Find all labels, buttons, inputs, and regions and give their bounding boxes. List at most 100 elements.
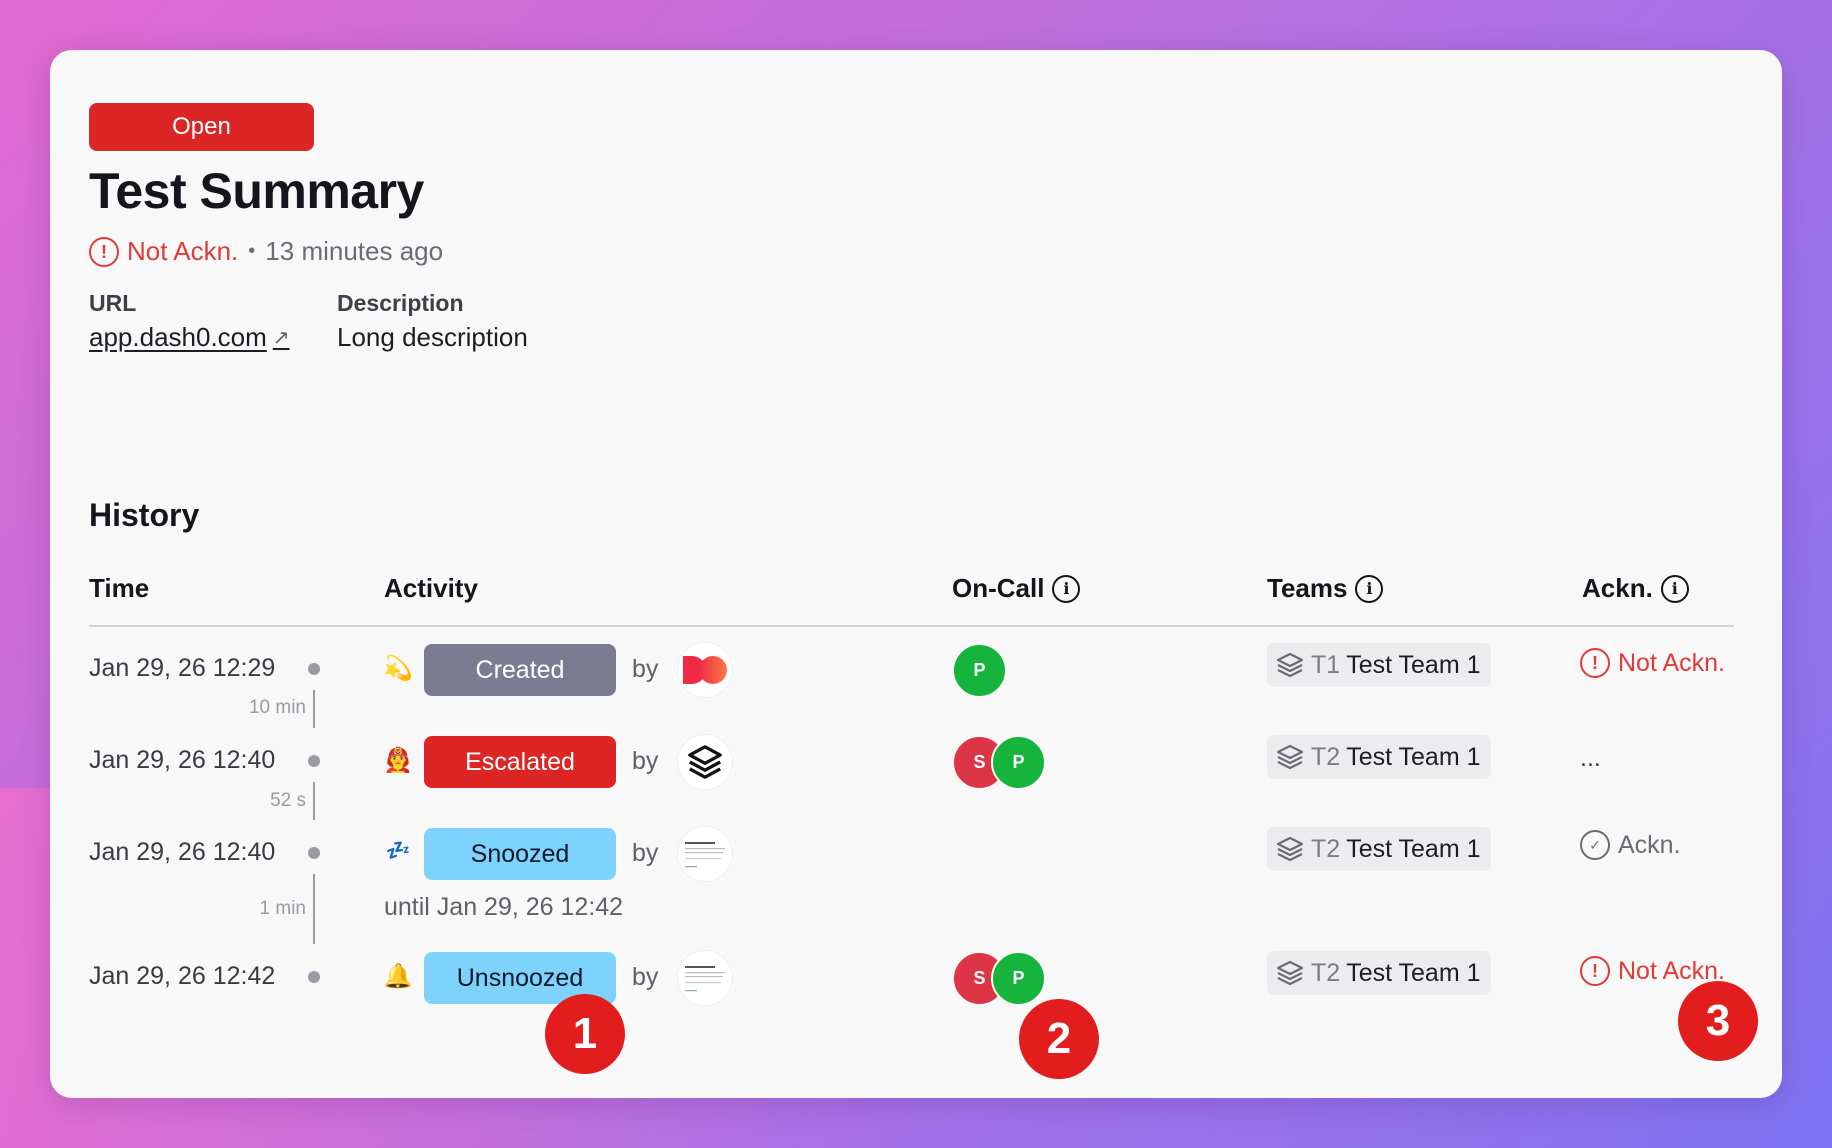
- timeline-line: [313, 874, 315, 944]
- ack-cell: ...: [1580, 744, 1601, 773]
- avatar-initial: P: [1012, 968, 1025, 988]
- by-label: by: [632, 655, 659, 683]
- layers-logo-avatar: [678, 735, 732, 789]
- external-link-icon: ↗: [272, 327, 290, 349]
- avatar[interactable]: P: [952, 643, 1007, 698]
- timeline-dot: [308, 971, 320, 983]
- timeline-line: [313, 690, 315, 728]
- annotation-marker-2: 2: [1019, 999, 1099, 1079]
- column-ackn-label: Ackn.: [1582, 573, 1653, 603]
- ack-cell: ✓ Ackn.: [1580, 830, 1681, 860]
- status-badge: Open: [89, 103, 314, 151]
- dash0-logo-icon: [683, 656, 727, 684]
- avatar-initial: S: [973, 752, 986, 772]
- snooze-until: until Jan 29, 26 12:42: [384, 893, 624, 921]
- check-circle-icon: ✓: [1580, 830, 1610, 860]
- dash0-logo-avatar: [678, 643, 732, 697]
- escalated-emoji-icon: 👨‍🚒: [383, 747, 413, 774]
- document-thumbnail-icon: [685, 966, 725, 992]
- alert-circle-icon: !: [1580, 648, 1610, 678]
- column-activity-label: Activity: [384, 573, 478, 603]
- row-time: Jan 29, 26 12:29: [89, 654, 276, 682]
- column-on-call: On-Call i: [952, 573, 1081, 604]
- column-ackn: Ackn. i: [1582, 573, 1689, 604]
- column-on-call-label: On-Call: [952, 573, 1045, 603]
- column-teams: Teams i: [1267, 573, 1384, 604]
- description-value: Long description: [337, 322, 528, 352]
- row-duration: 10 min: [248, 697, 306, 718]
- ack-cell: ! Not Ackn.: [1580, 956, 1725, 986]
- separator-dot: •: [248, 240, 256, 262]
- alert-circle-icon: !: [89, 236, 119, 267]
- team-stack-icon: [1276, 960, 1304, 986]
- user-thumbnail-avatar: [678, 951, 732, 1005]
- timeline-dot: [308, 755, 320, 767]
- column-activity: Activity: [384, 573, 478, 604]
- history-title: History: [89, 497, 200, 533]
- row-duration: 1 min: [259, 898, 306, 919]
- incident-subline: ! Not Ackn. • 13 minutes ago: [89, 236, 443, 267]
- team-stack-icon: [1276, 744, 1304, 770]
- by-label: by: [632, 747, 659, 775]
- team-name: Test Team 1: [1346, 958, 1481, 987]
- avatar[interactable]: P: [991, 735, 1046, 790]
- ack-text: Not Ackn.: [1618, 956, 1725, 985]
- team-stack-icon: [1276, 836, 1304, 862]
- snooze-emoji-icon: 💤: [385, 840, 411, 862]
- created-emoji-icon: 💫: [383, 655, 413, 682]
- timeline-dot: [308, 663, 320, 675]
- info-icon[interactable]: i: [1660, 574, 1689, 603]
- by-label: by: [632, 839, 659, 867]
- team-chip[interactable]: T2 Test Team 1: [1267, 827, 1491, 871]
- info-icon[interactable]: i: [1052, 574, 1081, 603]
- row-duration: 52 s: [270, 790, 306, 811]
- url-link[interactable]: app.dash0.com ↗: [89, 322, 290, 353]
- timeline-dot: [308, 847, 320, 859]
- column-time-label: Time: [89, 573, 150, 603]
- url-link-text[interactable]: app.dash0.com: [89, 322, 267, 352]
- alert-circle-icon: !: [1580, 956, 1610, 986]
- ack-status-text: Not Ackn.: [127, 236, 239, 266]
- ack-text: ...: [1580, 744, 1601, 772]
- team-chip[interactable]: T2 Test Team 1: [1267, 735, 1491, 779]
- info-icon[interactable]: i: [1355, 574, 1384, 603]
- ack-text: Not Ackn.: [1618, 648, 1725, 677]
- column-teams-label: Teams: [1267, 573, 1348, 603]
- row-time: Jan 29, 26 12:40: [89, 838, 276, 866]
- team-code: T2: [1311, 958, 1341, 987]
- layers-logo-icon: [688, 745, 722, 779]
- activity-escalated-badge: Escalated: [424, 736, 616, 788]
- team-code: T2: [1311, 742, 1341, 771]
- ack-cell: ! Not Ackn.: [1580, 648, 1725, 678]
- row-time: Jan 29, 26 12:40: [89, 746, 276, 774]
- ack-status: ! Not Ackn.: [89, 236, 238, 267]
- team-chip[interactable]: T1 Test Team 1: [1267, 643, 1491, 687]
- column-time: Time: [89, 573, 149, 604]
- description-label: Description: [337, 290, 464, 316]
- avatar[interactable]: P: [991, 951, 1046, 1006]
- page-title: Test Summary: [89, 163, 424, 219]
- document-thumbnail-icon: [685, 842, 725, 868]
- url-label: URL: [89, 290, 137, 316]
- incident-age: 13 minutes ago: [265, 236, 444, 266]
- bell-icon: 🔔: [383, 963, 413, 990]
- team-code: T1: [1311, 650, 1341, 679]
- by-label: by: [632, 963, 659, 991]
- row-time: Jan 29, 26 12:42: [89, 962, 276, 990]
- team-name: Test Team 1: [1346, 834, 1481, 863]
- team-name: Test Team 1: [1346, 650, 1481, 679]
- team-code: T2: [1311, 834, 1341, 863]
- activity-snoozed-badge: Snoozed: [424, 828, 616, 880]
- timeline-line: [313, 782, 315, 820]
- user-thumbnail-avatar: [678, 827, 732, 881]
- annotation-marker-1: 1: [545, 994, 625, 1074]
- incident-card: Open Test Summary ! Not Ackn. • 13 minut…: [50, 50, 1782, 1098]
- team-chip[interactable]: T2 Test Team 1: [1267, 951, 1491, 995]
- avatar-initial: P: [973, 660, 986, 680]
- team-stack-icon: [1276, 652, 1304, 678]
- header-divider: [89, 625, 1734, 627]
- url-value[interactable]: app.dash0.com ↗: [89, 322, 290, 353]
- annotation-marker-3: 3: [1678, 981, 1758, 1061]
- avatar-initial: S: [973, 968, 986, 988]
- team-name: Test Team 1: [1346, 742, 1481, 771]
